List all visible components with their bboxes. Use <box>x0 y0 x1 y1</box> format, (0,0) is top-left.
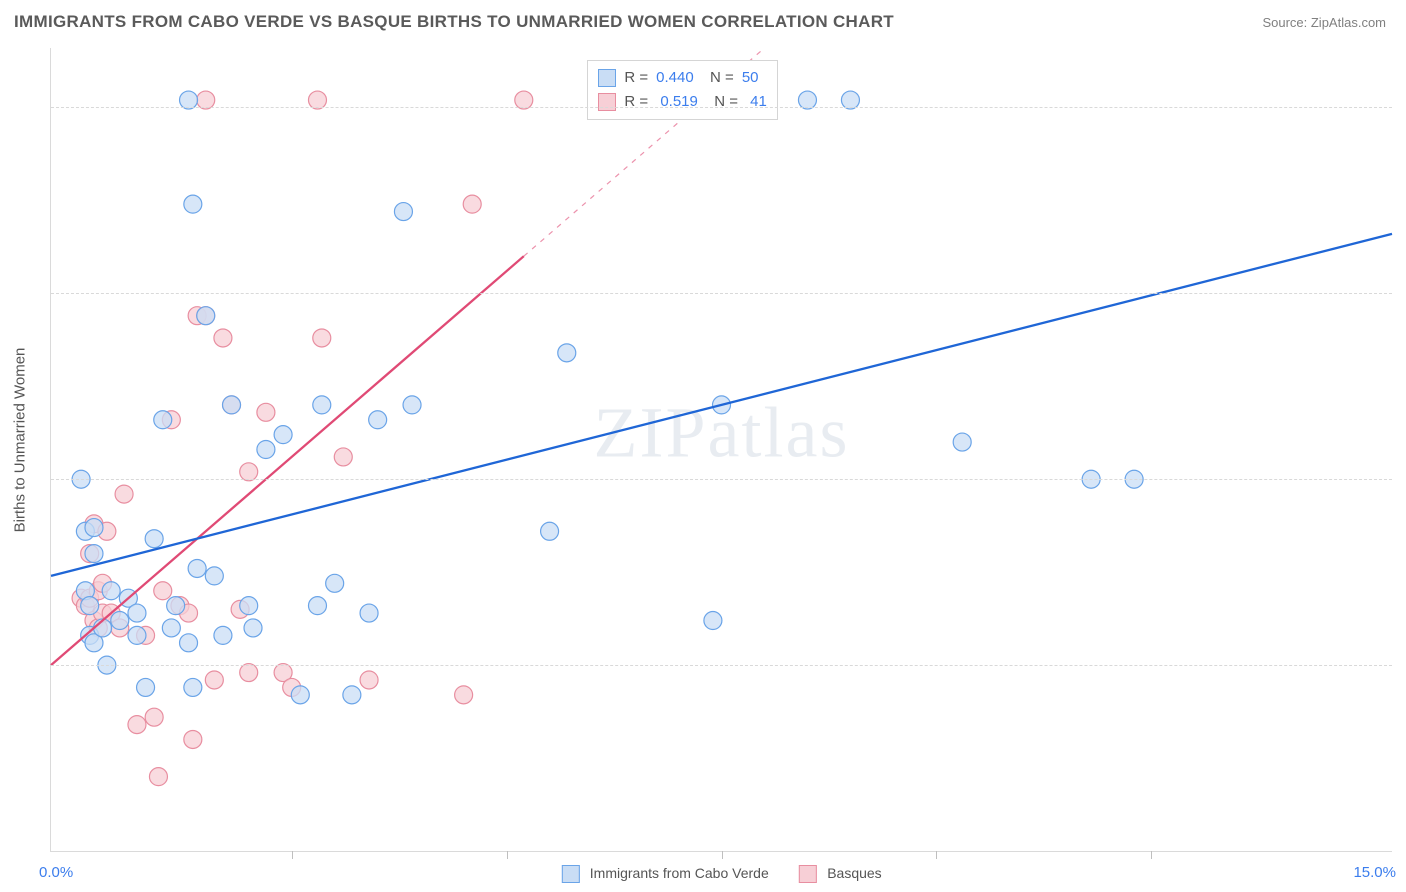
stat-row: R = 0.519 N = 41 <box>598 90 766 114</box>
legend-item: Immigrants from Cabo Verde <box>561 865 768 883</box>
r-value: 0.440 <box>656 66 694 90</box>
stat-label: N = <box>702 66 734 90</box>
legend-bottom: Immigrants from Cabo Verde Basques <box>561 865 881 883</box>
legend-item: Basques <box>799 865 882 883</box>
stat-row: R = 0.440 N = 50 <box>598 66 766 90</box>
x-tick-mark <box>1151 851 1152 859</box>
x-tick-label: 0.0% <box>39 864 73 881</box>
stat-label: R = <box>624 90 648 114</box>
stats-legend-box: R = 0.440 N = 50 R = 0.519 N = 41 <box>587 60 777 120</box>
chart-title: IMMIGRANTS FROM CABO VERDE VS BASQUE BIR… <box>14 12 894 32</box>
stat-label: R = <box>624 66 648 90</box>
source-label: Source: ZipAtlas.com <box>1262 15 1386 30</box>
plot-area: ZIPatlas R = 0.440 N = 50 R = 0.519 N = … <box>50 48 1392 852</box>
grid-line-h <box>51 479 1392 480</box>
y-tick-label: 100.0% <box>1396 99 1406 116</box>
legend-label: Immigrants from Cabo Verde <box>590 865 769 881</box>
grid-line-h <box>51 293 1392 294</box>
x-tick-mark <box>722 851 723 859</box>
swatch-icon <box>561 865 579 883</box>
legend-label: Basques <box>827 865 881 881</box>
x-tick-mark <box>936 851 937 859</box>
swatch-icon <box>799 865 817 883</box>
scatter-svg <box>51 48 1392 851</box>
x-tick-mark <box>507 851 508 859</box>
x-tick-label: 15.0% <box>1353 864 1396 881</box>
n-value: 41 <box>746 90 767 114</box>
x-tick-mark <box>292 851 293 859</box>
y-tick-label: 75.0% <box>1396 285 1406 302</box>
stat-label: N = <box>706 90 738 114</box>
n-value: 50 <box>742 66 759 90</box>
grid-line-h <box>51 665 1392 666</box>
y-axis-label: Births to Unmarried Women <box>12 348 29 533</box>
y-tick-label: 50.0% <box>1396 471 1406 488</box>
swatch-icon <box>598 69 616 87</box>
grid-line-h <box>51 107 1392 108</box>
chart-area: ZIPatlas R = 0.440 N = 50 R = 0.519 N = … <box>50 48 1392 852</box>
y-tick-label: 25.0% <box>1396 657 1406 674</box>
r-value: 0.519 <box>656 90 698 114</box>
